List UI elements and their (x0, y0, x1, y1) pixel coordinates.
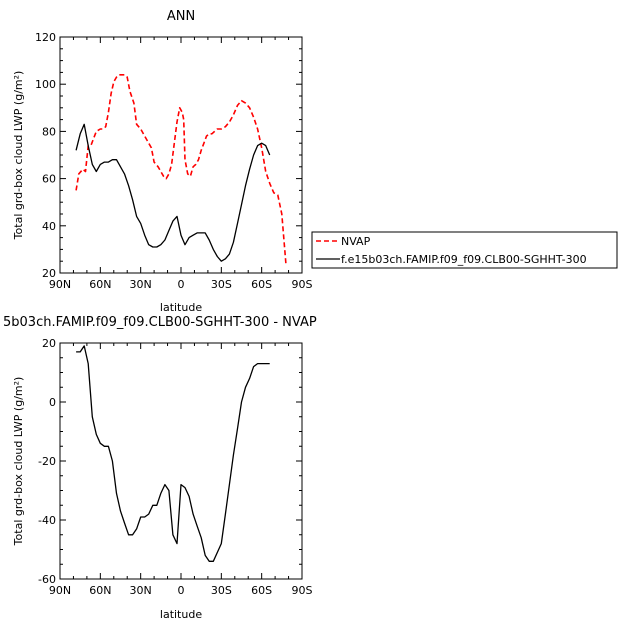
bottom-chart-title: 5b03ch.FAMIP.f09_f09.CLB00-SGHHT-300 - N… (3, 315, 317, 330)
top-y-tick-label: 60 (42, 173, 56, 186)
top-y-ticks: 20 40 60 80 100 120 (35, 31, 302, 280)
bottom-y-tick-label: -20 (38, 455, 56, 468)
legend: NVAP f.e15b03ch.FAMIP.f09_f09.CLB00-SGHH… (311, 231, 618, 269)
top-y-tick-label: 40 (42, 220, 56, 233)
bottom-series-group (76, 345, 270, 562)
top-y-tick-label: 20 (42, 267, 56, 280)
top-chart-title: ANN (167, 9, 195, 24)
top-series-group (75, 74, 287, 264)
top-x-axis-label: latitude (160, 301, 202, 314)
legend-label-nvap: NVAP (341, 235, 371, 248)
top-y-axis-label: Total grd-box cloud LWP (g/m²) (12, 71, 25, 241)
top-x-tick-label: 60N (89, 278, 111, 291)
top-x-tick-label: 90N (49, 278, 71, 291)
top-x-tick-label: 90S (292, 278, 313, 291)
top-x-ticks: 90N 60N 30N 0 30S 60S 90S (49, 37, 313, 291)
bottom-x-tick-label: 30N (130, 584, 152, 597)
legend-box (311, 231, 618, 269)
bottom-x-tick-label: 60N (89, 584, 111, 597)
bottom-y-ticks: -60 -40 -20 0 20 (38, 337, 302, 586)
top-x-tick-label: 60S (251, 278, 272, 291)
top-y-tick-label: 100 (35, 78, 56, 91)
top-x-tick-label: 30S (211, 278, 232, 291)
bottom-panel: 5b03ch.FAMIP.f09_f09.CLB00-SGHHT-300 - N… (3, 315, 317, 621)
bottom-x-ticks: 90N 60N 30N 0 30S 60S 90S (49, 343, 313, 597)
top-plot-frame (59, 36, 303, 274)
top-series-line-0 (75, 74, 287, 264)
bottom-y-tick-label: -60 (38, 573, 56, 586)
bottom-series-line-0 (76, 345, 270, 562)
top-y-tick-label: 120 (35, 31, 56, 44)
bottom-y-axis-label: Total grd-box cloud LWP (g/m²) (12, 377, 25, 547)
top-panel: ANN 90N 60N 30N 0 30S 60S 90S 20 40 60 80 100 120 l… (12, 9, 313, 314)
top-series-line-1 (75, 123, 271, 262)
bottom-x-tick-label: 90N (49, 584, 71, 597)
top-y-tick-label: 80 (42, 125, 56, 138)
bottom-x-tick-label: 0 (178, 584, 185, 597)
bottom-plot-frame (59, 342, 303, 580)
legend-label-model: f.e15b03ch.FAMIP.f09_f09.CLB00-SGHHT-300 (341, 253, 587, 266)
bottom-y-tick-label: 20 (42, 337, 56, 350)
bottom-y-tick-label: 0 (49, 396, 56, 409)
top-x-tick-label: 30N (130, 278, 152, 291)
bottom-y-tick-label: -40 (38, 514, 56, 527)
bottom-x-tick-label: 60S (251, 584, 272, 597)
top-x-tick-label: 0 (178, 278, 185, 291)
bottom-x-tick-label: 90S (292, 584, 313, 597)
bottom-x-axis-label: latitude (160, 608, 202, 621)
bottom-x-tick-label: 30S (211, 584, 232, 597)
